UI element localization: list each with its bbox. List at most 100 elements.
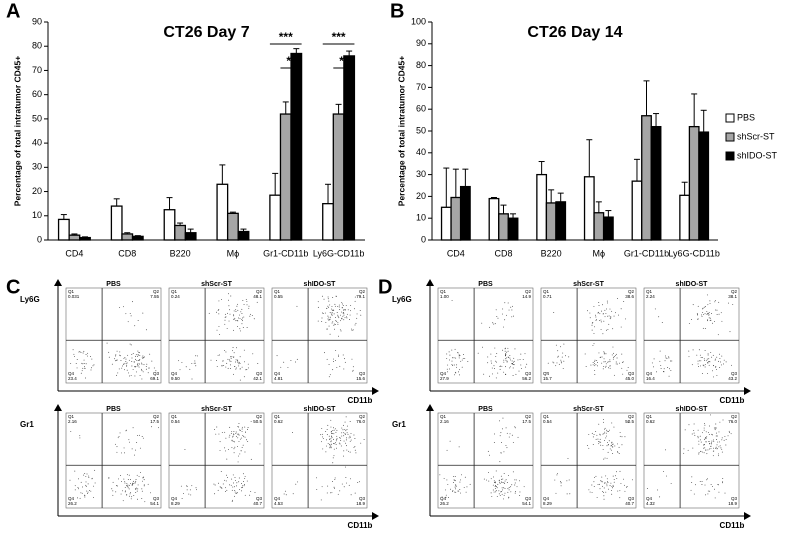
event-dot (233, 314, 235, 316)
quadrant-value: 54.1 (150, 501, 159, 506)
event-dot (448, 368, 450, 370)
y-axis-label: Ly6G (20, 295, 40, 304)
event-dot (115, 491, 117, 493)
event-dot (461, 359, 463, 361)
event-dot (455, 480, 456, 482)
event-dot (133, 494, 135, 496)
event-dot (131, 496, 133, 498)
event-dot (108, 477, 110, 479)
event-dot (599, 441, 600, 443)
event-dot (659, 496, 661, 498)
event-dot (705, 437, 706, 438)
event-dot (122, 365, 123, 367)
event-dot (503, 494, 505, 496)
event-dot (504, 492, 506, 494)
event-dot (328, 306, 330, 308)
event-dot (232, 440, 234, 442)
event-dot (653, 358, 655, 360)
event-dot (352, 366, 354, 368)
event-dot (355, 322, 357, 324)
x-tick-label: B220 (541, 248, 562, 258)
event-dot (449, 354, 451, 356)
event-dot (465, 491, 467, 493)
event-dot (151, 426, 153, 428)
event-dot (500, 452, 502, 454)
event-dot (596, 360, 598, 362)
event-dot (706, 358, 708, 360)
event-dot (609, 318, 611, 320)
quadrant-name: Q3 (628, 496, 635, 501)
event-dot (602, 333, 604, 335)
event-dot (195, 365, 197, 367)
event-dot (132, 482, 134, 484)
event-dot (143, 485, 145, 487)
event-dot (605, 437, 607, 439)
event-dot (612, 346, 614, 348)
event-dot (157, 427, 159, 429)
event-dot (496, 353, 498, 354)
quadrant-name: Q4 (274, 371, 281, 376)
event-dot (710, 442, 712, 444)
event-dot (455, 485, 457, 487)
quadrant-value: 38.1 (728, 294, 737, 299)
event-dot (333, 455, 335, 457)
event-dot (494, 487, 496, 489)
significance-label: ** (286, 54, 296, 68)
event-dot (456, 366, 457, 368)
event-dot (615, 354, 616, 356)
event-dot (354, 300, 356, 302)
event-dot (317, 301, 319, 303)
event-dot (709, 443, 711, 444)
event-dot (136, 442, 138, 444)
event-dot (607, 444, 609, 446)
event-dot (339, 437, 341, 439)
event-dot (363, 439, 365, 440)
event-dot (237, 492, 238, 494)
event-dot (505, 427, 507, 429)
event-dot (226, 362, 228, 364)
event-dot (713, 441, 715, 443)
event-dot (554, 479, 556, 481)
event-dot (451, 300, 453, 302)
quadrant-value: 26.2 (440, 501, 449, 506)
event-dot (704, 422, 705, 424)
event-dot (91, 367, 92, 369)
event-dot (712, 322, 714, 324)
event-dot (713, 376, 714, 378)
event-dot (593, 434, 595, 436)
event-dot (503, 326, 504, 328)
event-dot (230, 357, 232, 359)
event-dot (458, 357, 460, 359)
event-dot (77, 497, 79, 499)
event-dot (337, 493, 339, 495)
event-dot (82, 363, 84, 365)
event-dot (449, 488, 451, 490)
event-dot (707, 354, 709, 356)
event-dot (129, 312, 131, 314)
quadrant-name: Q4 (171, 371, 178, 376)
event-dot (74, 356, 75, 358)
event-dot (131, 448, 133, 450)
event-dot (568, 356, 570, 358)
event-dot (506, 351, 508, 353)
event-dot (341, 427, 343, 429)
event-dot (335, 324, 336, 325)
event-dot (604, 309, 606, 311)
event-dot (232, 350, 233, 352)
event-dot (336, 435, 338, 437)
event-dot (242, 317, 244, 319)
quadrant-name: Q2 (359, 414, 366, 419)
event-dot (511, 434, 513, 436)
event-dot (346, 429, 348, 431)
event-dot (345, 416, 347, 418)
event-dot (222, 483, 224, 485)
event-dot (322, 437, 324, 439)
event-dot (703, 365, 705, 367)
event-dot (87, 483, 89, 485)
event-dot (597, 484, 599, 485)
event-dot (127, 354, 129, 356)
event-dot (602, 490, 603, 492)
quadrant-name: Q3 (731, 496, 738, 501)
event-dot (688, 424, 690, 426)
event-dot (125, 361, 127, 363)
